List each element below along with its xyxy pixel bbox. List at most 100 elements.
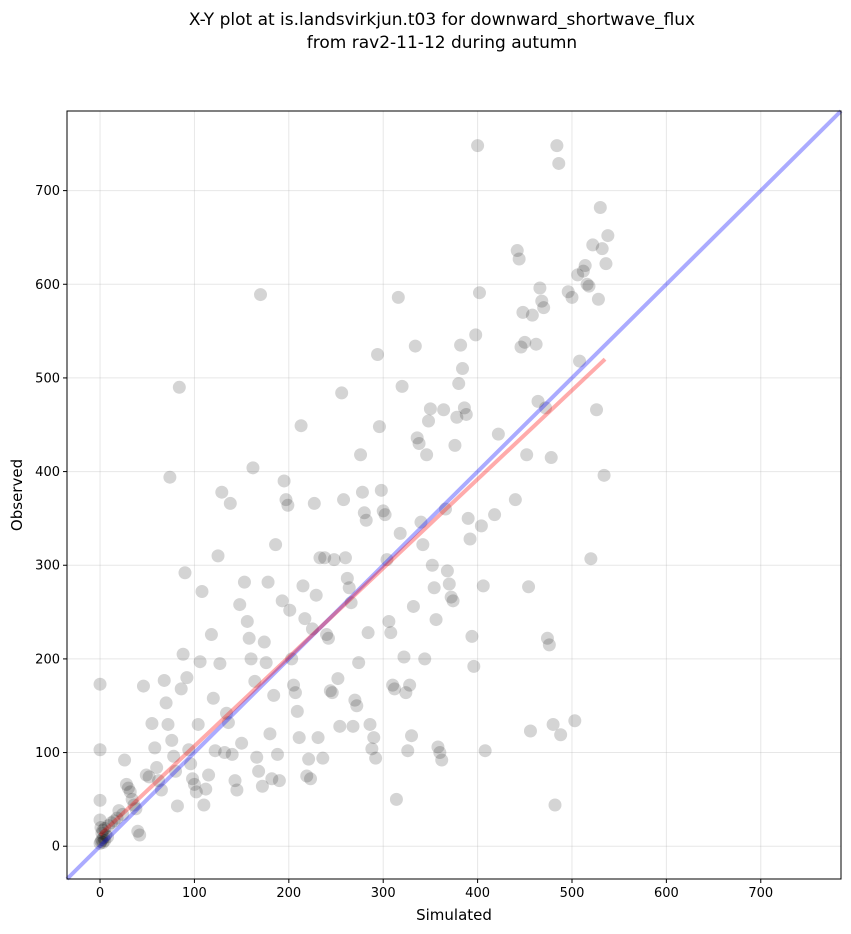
scatter-point	[230, 783, 244, 797]
scatter-point	[469, 328, 483, 342]
scatter-point	[565, 290, 579, 304]
scatter-point	[279, 493, 293, 507]
y-tick-label: 200	[35, 652, 60, 667]
scatter-point	[593, 200, 607, 214]
scatter-point	[96, 835, 110, 849]
scatter-point	[395, 379, 409, 393]
scatter-point	[393, 526, 407, 540]
scatter-point	[263, 727, 277, 741]
scatter-point	[225, 747, 239, 761]
scatter-point	[125, 792, 139, 806]
scatter-point	[206, 691, 220, 705]
scatter-point	[323, 684, 337, 698]
scatter-point	[439, 502, 453, 516]
scatter-point	[372, 420, 386, 434]
scatter-point	[133, 828, 147, 842]
scatter-point	[403, 678, 417, 692]
scatter-point	[459, 407, 473, 421]
scatter-point	[110, 811, 124, 825]
scatter-point	[94, 820, 108, 834]
scatter-point	[554, 728, 568, 742]
scatter-point	[304, 772, 318, 786]
scatter-point	[127, 798, 141, 812]
scatter-point	[101, 830, 115, 844]
scatter-point	[333, 719, 347, 733]
scatter-point	[136, 679, 150, 693]
x-tick-label: 600	[654, 886, 679, 901]
scatter-point	[119, 777, 133, 791]
scatter-point	[546, 717, 560, 731]
scatter-point	[325, 686, 339, 700]
scatter-point	[474, 519, 488, 533]
scatter-point	[182, 743, 196, 757]
scatter-point	[531, 394, 545, 408]
y-tick-label: 0	[52, 840, 60, 855]
scatter-point	[416, 538, 430, 552]
scatter-point	[218, 746, 232, 760]
scatter-point	[163, 470, 177, 484]
scatter-point	[412, 436, 426, 450]
scatter-point	[601, 229, 615, 243]
scatter-point	[248, 674, 262, 688]
scatter-point	[363, 717, 377, 731]
scatter-point	[467, 659, 481, 673]
scatter-point	[518, 335, 532, 349]
y-tick-label: 100	[35, 746, 60, 761]
scatter-point	[254, 288, 267, 302]
scatter-point	[476, 579, 490, 593]
scatter-point	[525, 308, 539, 322]
scatter-point	[440, 564, 454, 578]
scatter-point	[159, 696, 173, 710]
scatter-point	[169, 764, 183, 778]
scatter-point	[189, 785, 203, 799]
scatter-point	[305, 622, 319, 636]
scatter-point	[420, 448, 434, 462]
scatter-point	[96, 823, 110, 837]
x-tick-label: 400	[465, 886, 490, 901]
scatter-point	[369, 751, 383, 765]
scatter-point	[488, 508, 502, 522]
scatter-point	[584, 552, 598, 566]
scatter-point	[391, 290, 405, 304]
scatter-point	[491, 427, 505, 441]
scatter-point	[431, 740, 445, 754]
scatter-point	[423, 402, 437, 416]
scatter-point	[265, 772, 279, 786]
scatter-point	[533, 281, 547, 295]
scatter-point	[223, 496, 237, 510]
scatter-point	[446, 594, 460, 608]
scatter-point	[148, 741, 162, 755]
scatter-point	[386, 678, 400, 692]
scatter-point	[512, 252, 526, 266]
y-tick-label: 600	[35, 278, 60, 293]
y-axis-label: Observed	[8, 459, 26, 531]
scatter-point	[99, 828, 113, 842]
scatter-point	[397, 650, 411, 664]
scatter-point	[331, 672, 345, 686]
scatter-point	[599, 257, 613, 271]
chart-title-line-1: X-Y plot at is.landsvirkjun.t03 for down…	[189, 10, 695, 30]
scatter-point	[367, 731, 381, 745]
scatter-point	[359, 513, 373, 527]
scatter-point	[535, 294, 549, 308]
scatter-point	[259, 656, 273, 670]
scatter-point	[104, 816, 118, 830]
scatter-point	[571, 268, 585, 282]
scatter-point	[93, 677, 107, 691]
x-tick-label: 700	[748, 886, 773, 901]
scatter-point	[382, 614, 396, 628]
scatter-point	[550, 139, 564, 153]
scatter-point	[472, 286, 486, 300]
scatter-point	[320, 628, 334, 642]
y-tick-label: 300	[35, 559, 60, 574]
scatter-point	[150, 761, 164, 775]
x-tick-label: 200	[276, 886, 301, 901]
scatter-point	[576, 264, 590, 278]
scatter-point	[98, 821, 112, 835]
scatter-point	[540, 631, 554, 645]
scatter-point	[344, 596, 358, 610]
scatter-point	[250, 750, 264, 764]
scatter-point	[561, 285, 575, 299]
scatter-point	[361, 626, 375, 640]
scatter-point	[442, 577, 456, 591]
